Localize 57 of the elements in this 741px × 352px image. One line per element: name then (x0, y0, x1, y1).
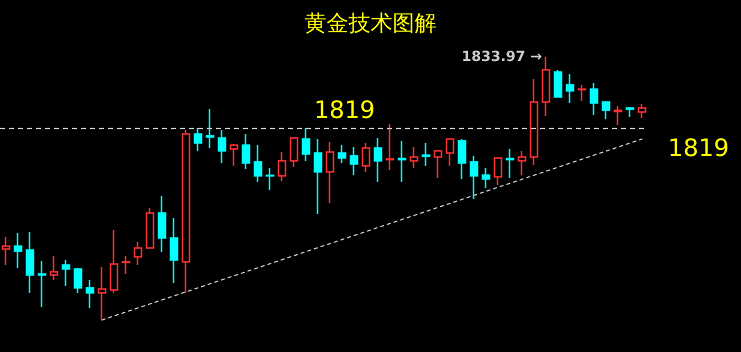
candlestick (230, 143, 238, 167)
candlestick (542, 56, 550, 117)
candlestick (410, 146, 418, 169)
candlestick (14, 232, 22, 269)
candlestick (338, 144, 346, 164)
candlestick (362, 142, 370, 173)
candlestick (158, 195, 166, 253)
candlestick (434, 150, 442, 179)
candlestick (638, 103, 646, 119)
candlestick (470, 155, 478, 200)
candlestick (458, 138, 466, 180)
annotation: 1833.97 → (462, 49, 542, 65)
candlestick (110, 229, 118, 294)
candlestick (422, 142, 430, 167)
candlestick (314, 138, 322, 215)
candlestick (578, 84, 586, 102)
candlestick (566, 73, 574, 104)
candlestick (614, 105, 622, 126)
candlestick (350, 146, 358, 176)
candlestick (290, 137, 298, 168)
candlestick (626, 106, 634, 118)
candlestick (554, 69, 562, 98)
candlestick (50, 255, 58, 281)
annotation: 1819 (314, 96, 376, 124)
candlestick (206, 108, 214, 149)
candlestick (170, 217, 178, 284)
candlestick (86, 279, 94, 309)
candlestick (182, 129, 190, 294)
candlestick (590, 82, 598, 116)
candlestick (146, 207, 154, 249)
candlestick (194, 127, 202, 152)
candlestick (518, 150, 526, 176)
candlestick (26, 231, 34, 294)
candlestick (122, 255, 130, 275)
candlestick (62, 259, 70, 287)
candlestick (254, 144, 262, 183)
candlestick (602, 101, 610, 120)
text: 1819 (668, 134, 729, 162)
candlestick (374, 137, 382, 183)
candlestick (302, 127, 310, 162)
candlestick (386, 123, 394, 171)
candlestick (482, 167, 490, 189)
candlestick (446, 138, 454, 167)
candlestick (38, 260, 46, 308)
candlestick (134, 241, 142, 266)
candlestick (74, 267, 82, 294)
candlestick (398, 140, 406, 183)
chart-title: 黄金技术图解 (304, 12, 436, 36)
candlestick (218, 129, 226, 164)
candlestick (242, 133, 250, 170)
candlestick (278, 151, 286, 182)
candlestick (98, 266, 106, 321)
candlestick (506, 148, 514, 179)
candlestick (530, 78, 538, 166)
candlestick (266, 167, 274, 191)
candlestick (326, 141, 334, 204)
candlestick (494, 156, 502, 186)
